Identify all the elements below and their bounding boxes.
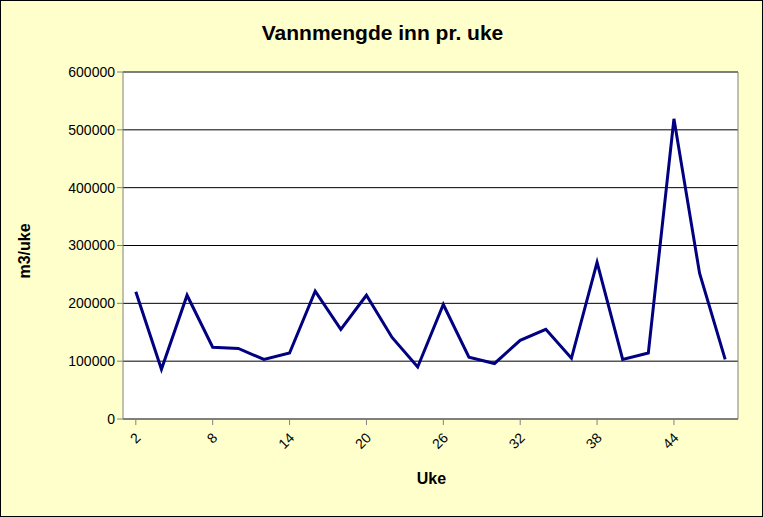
- svg-text:20: 20: [352, 429, 374, 451]
- svg-text:26: 26: [429, 429, 451, 451]
- svg-text:500000: 500000: [68, 122, 115, 138]
- html-text:Uke: Uke: [416, 470, 447, 487]
- svg-text:300000: 300000: [68, 237, 115, 253]
- html-text:m3/uke: m3/uke: [16, 223, 33, 279]
- svg-text:44: 44: [659, 429, 681, 451]
- svg-text:0: 0: [107, 411, 115, 427]
- svg-text:600000: 600000: [68, 64, 115, 80]
- svg-text:8: 8: [204, 429, 221, 446]
- html-text:Vannmengde inn pr. uke: Vannmengde inn pr. uke: [261, 21, 504, 44]
- svg-text:2: 2: [127, 429, 144, 446]
- svg-text:200000: 200000: [68, 295, 115, 311]
- svg-text:14: 14: [275, 429, 297, 451]
- svg-text:32: 32: [506, 429, 528, 451]
- svg-text:100000: 100000: [68, 353, 115, 369]
- svg-text:400000: 400000: [68, 180, 115, 196]
- svg-text:38: 38: [583, 429, 605, 451]
